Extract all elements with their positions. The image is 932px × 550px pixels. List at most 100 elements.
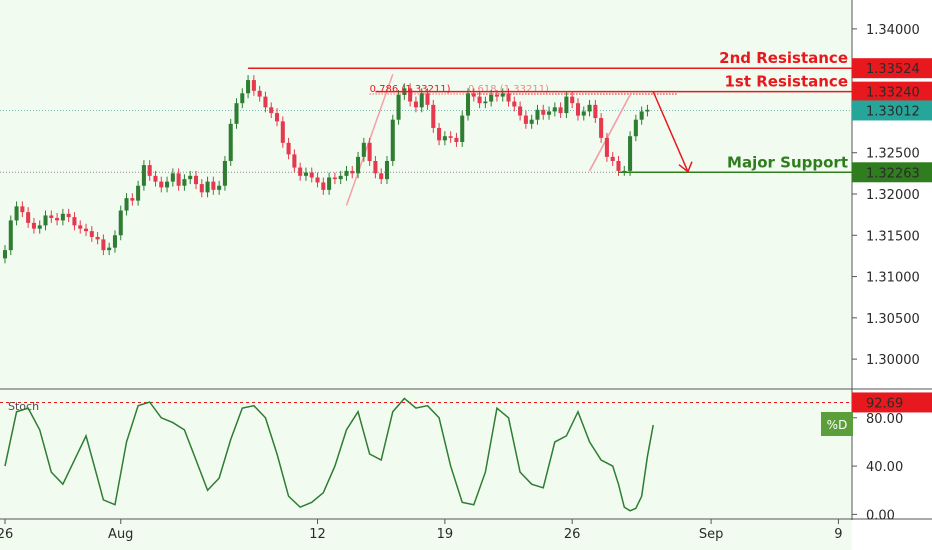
candle-body <box>599 118 604 138</box>
candle-body <box>552 107 557 112</box>
candle-body <box>274 113 280 122</box>
price-tick-label: 1.32500 <box>866 147 920 162</box>
candle-body <box>541 109 546 115</box>
candle-body <box>622 170 627 172</box>
candle-body <box>494 94 499 97</box>
level-price-tag <box>852 58 932 79</box>
candle-body <box>257 90 262 97</box>
candle-body <box>575 103 581 116</box>
projection-arrow-line <box>652 91 689 173</box>
candle-body <box>581 111 586 116</box>
candle-body <box>344 170 349 176</box>
price-tick-label: 1.32000 <box>866 188 920 203</box>
candle-body <box>431 104 436 128</box>
candle-body <box>338 175 343 180</box>
candle-body <box>379 173 384 180</box>
candle-body <box>408 88 413 102</box>
candle-body <box>72 217 77 226</box>
candle-body <box>26 212 31 223</box>
candle-body <box>89 231 94 237</box>
candle-body <box>506 93 511 102</box>
candle-body <box>95 236 100 240</box>
candle-body <box>141 165 146 186</box>
candle-body <box>78 225 83 229</box>
candle-body <box>176 173 181 186</box>
candle-body <box>66 213 71 218</box>
harmonic-arrow-down <box>588 94 631 172</box>
candle-body <box>471 93 476 97</box>
stoch-legend-label: %D <box>827 418 848 432</box>
candle-body <box>309 172 314 178</box>
candle-body <box>147 165 152 176</box>
level-name-label: 1st Resistance <box>724 73 848 91</box>
candle-body <box>529 119 534 124</box>
candle-body <box>159 181 164 188</box>
level-name-label: Major Support <box>727 153 848 171</box>
time-tick-label: Sep <box>699 527 724 542</box>
time-tick-label: 26 <box>0 527 13 542</box>
candle-body <box>182 179 187 186</box>
candle-body <box>211 181 216 190</box>
current-price-label: 1.33012 <box>866 104 920 119</box>
candle-body <box>101 239 106 251</box>
candle-body <box>107 247 112 251</box>
candle-body <box>535 109 540 120</box>
candle-body <box>251 80 256 91</box>
stoch-tick-label: 40.00 <box>866 460 903 475</box>
candle-body <box>130 198 135 201</box>
candle-body <box>419 93 424 108</box>
candle-body <box>628 136 633 171</box>
candle-body <box>228 123 233 161</box>
candle-body <box>84 228 89 232</box>
candle-body <box>222 160 227 186</box>
projection-arrowhead <box>678 161 693 173</box>
candle-body <box>327 177 332 190</box>
fib-annotation-text: 0.618 (1.33211) <box>468 84 549 95</box>
candle-body <box>193 175 199 185</box>
candle-body <box>303 172 308 176</box>
stoch-tick-label: 0.00 <box>866 508 895 523</box>
candle-body <box>332 177 337 180</box>
candle-body <box>118 210 123 236</box>
candle-body <box>60 213 65 221</box>
candle-body <box>645 109 650 112</box>
candle-body <box>188 175 193 180</box>
time-tick-label: 12 <box>309 527 326 542</box>
time-tick-label: Aug <box>108 527 133 542</box>
level-price-label: 1.32263 <box>866 166 920 181</box>
stoch-reference-tag <box>852 392 932 413</box>
candle-body <box>633 119 638 137</box>
candle-body <box>489 94 494 102</box>
time-tick-label: 26 <box>564 527 581 542</box>
candle-body <box>390 119 395 161</box>
candle-body <box>616 160 621 171</box>
candle-body <box>356 156 361 174</box>
candle-body <box>396 94 401 120</box>
level-price-tag <box>852 81 932 102</box>
candle-body <box>523 115 528 124</box>
fib-annotation-text: 0.786 (1.33211) <box>370 84 451 95</box>
candle-body <box>2 250 8 259</box>
candle-body <box>350 170 355 174</box>
stoch-d-line <box>4 397 654 512</box>
candle-body <box>217 185 222 190</box>
candle-body <box>136 185 141 201</box>
candle-body <box>518 106 523 116</box>
candle-body <box>413 101 418 108</box>
candle-body <box>286 142 291 155</box>
candle-body <box>170 173 175 182</box>
candle-body <box>558 107 563 114</box>
candle-body <box>124 198 129 211</box>
level-price-label: 1.33524 <box>866 62 920 77</box>
candle-body <box>564 96 569 114</box>
level-name-label: 2nd Resistance <box>719 49 848 67</box>
level-price-tag <box>852 162 932 183</box>
candle-body <box>37 225 42 229</box>
stoch-title: Stoch <box>8 400 39 413</box>
time-tick-label: 9 <box>834 527 842 542</box>
candle-body <box>437 127 442 141</box>
stoch-reference-label: 92.69 <box>866 396 903 411</box>
stoch-legend-tag <box>821 412 853 436</box>
candle-body <box>448 136 453 138</box>
